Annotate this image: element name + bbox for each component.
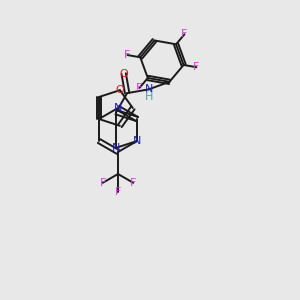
Text: F: F (100, 178, 106, 188)
Text: F: F (124, 50, 131, 60)
Text: F: F (193, 62, 200, 72)
Text: H: H (145, 92, 153, 102)
Text: N: N (112, 143, 120, 153)
Text: N: N (145, 84, 153, 94)
Text: N: N (114, 103, 122, 113)
Text: O: O (116, 85, 124, 95)
Text: O: O (119, 69, 128, 79)
Text: F: F (115, 187, 121, 196)
Text: N: N (133, 136, 141, 146)
Text: F: F (181, 29, 188, 39)
Text: F: F (136, 83, 142, 93)
Text: F: F (130, 178, 136, 188)
